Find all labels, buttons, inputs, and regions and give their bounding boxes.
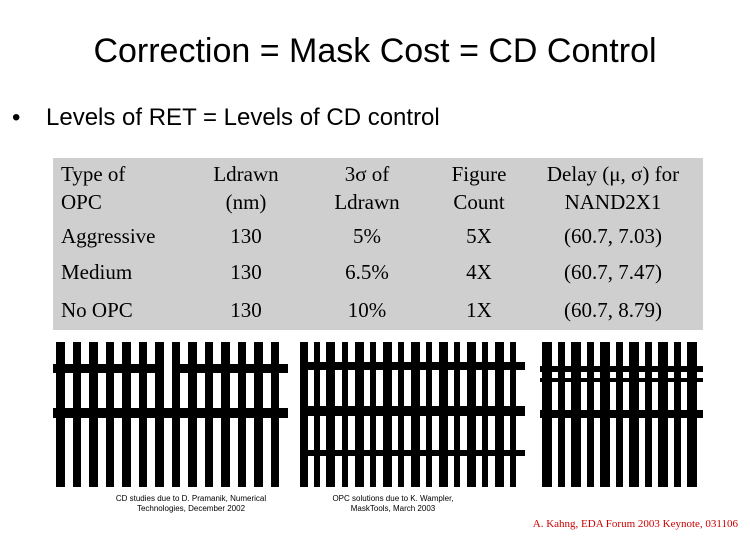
table-row: Aggressive 130 5% 5X (60.7, 7.03): [61, 224, 662, 248]
table-row: Medium 130 6.5% 4X (60.7, 7.47): [61, 260, 662, 284]
bullet-text: Levels of RET = Levels of CD control: [46, 104, 440, 131]
table-row: No OPC 130 10% 1X (60.7, 8.79): [61, 298, 662, 322]
slide-title: Correction = Mask Cost = CD Control: [93, 32, 657, 70]
caption-right: OPC solutions due to K. Wampler, MaskToo…: [332, 494, 454, 513]
header-delay: Delay (μ, σ) for NAND2X1: [546, 162, 680, 214]
header-3sigma: 3σ of Ldrawn: [334, 162, 400, 214]
caption-left: CD studies due to D. Pramanik, Numerical…: [115, 494, 267, 513]
table-header-row: Type of OPC Ldrawn (nm) 3σ of Ldrawn Figure…: [53, 160, 703, 222]
mask-image-left: [53, 342, 288, 487]
header-type: Type of OPC: [61, 162, 126, 214]
mask-image-middle: [300, 342, 525, 487]
bullet-item: • Levels of RET = Levels of CD control: [12, 104, 440, 132]
header-ldrawn: Ldrawn (nm): [213, 162, 279, 214]
mask-image-right: [540, 342, 703, 487]
opc-comparison-table: Type of OPC Ldrawn (nm) 3σ of Ldrawn Figure…: [53, 160, 703, 324]
table-background: [53, 158, 703, 330]
credit-footer: A. Kahng, EDA Forum 2003 Keynote, 031106: [532, 518, 738, 530]
header-figure-count: Figure Count: [451, 162, 507, 214]
bullet-icon: •: [12, 104, 21, 131]
